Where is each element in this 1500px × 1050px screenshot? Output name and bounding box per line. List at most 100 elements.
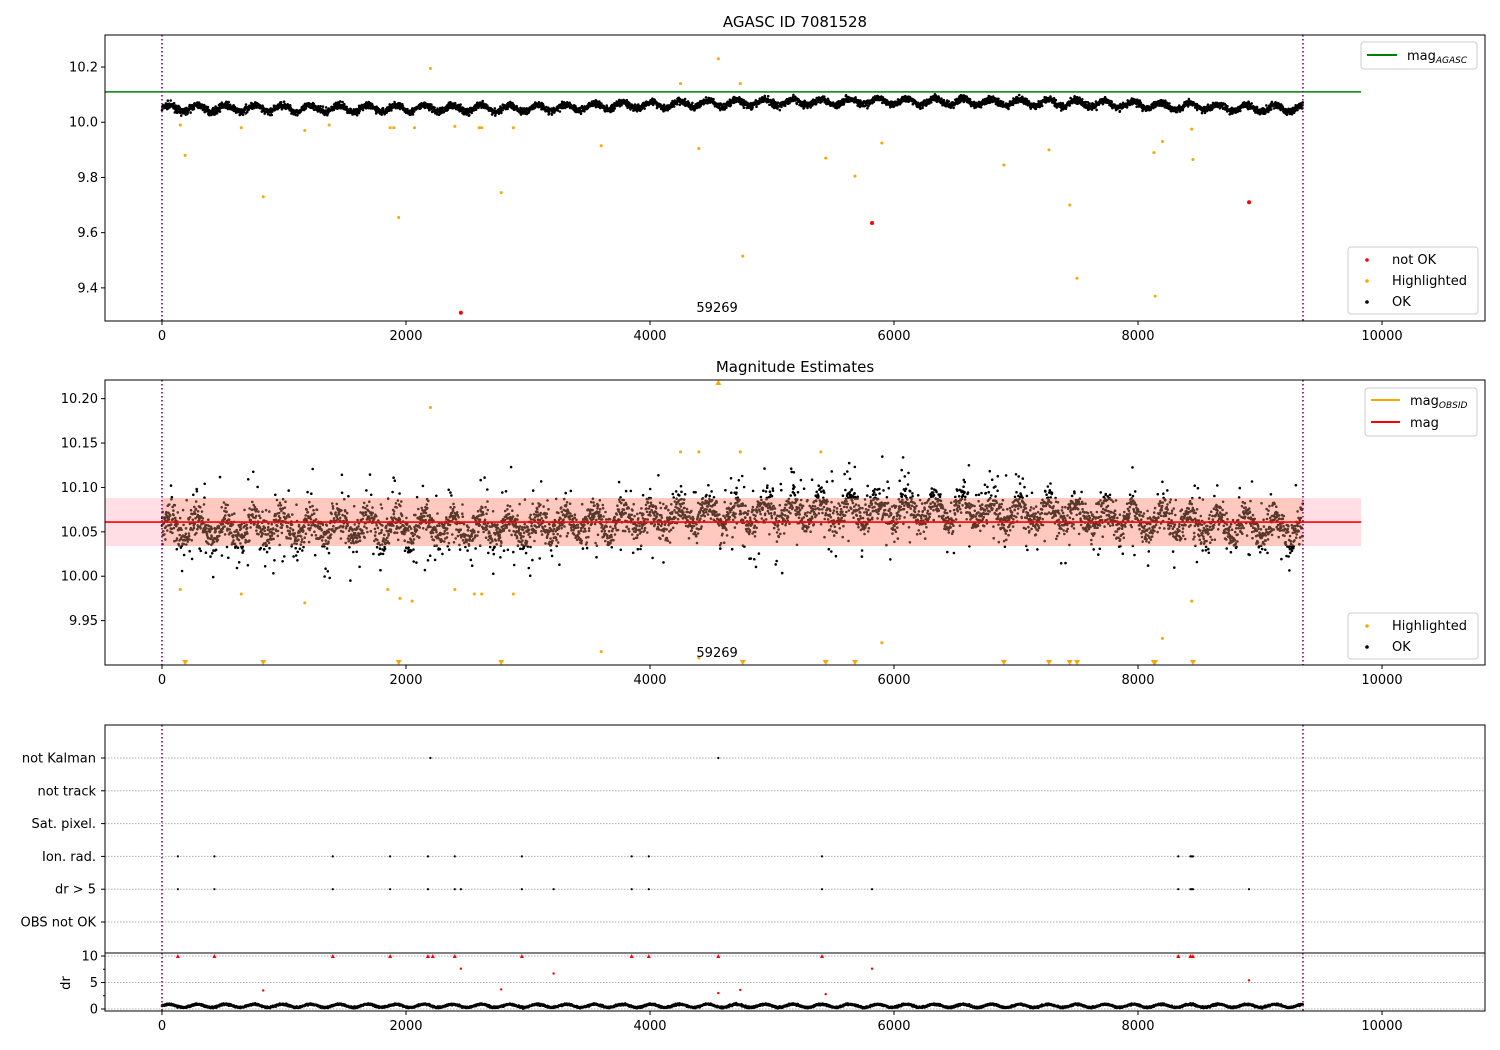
- y-tick-label: 10.05: [61, 525, 98, 540]
- x-tick-label: 4000: [633, 1019, 666, 1034]
- highlighted-point: [1190, 599, 1194, 603]
- y-tick-label: 10.20: [61, 392, 98, 407]
- dr-point: [499, 988, 503, 991]
- y-tick-label: 10.10: [61, 481, 98, 496]
- highlighted-point: [398, 596, 402, 600]
- flag-point: [630, 855, 633, 858]
- highlighted-point: [261, 195, 265, 199]
- panel-agasc: AGASC ID 7081528 59269 0 2000 4000 6000 8000 10…: [69, 13, 1486, 344]
- panel-dr: 0 2000 4000 6000 8000 10000 0 5 10 dr: [59, 950, 1486, 1034]
- below-range-marker: [1000, 660, 1007, 665]
- not-ok-point: [870, 220, 875, 225]
- highlighted-point: [499, 191, 503, 195]
- highlighted-point: [1068, 203, 1072, 207]
- dr-point: [262, 989, 265, 992]
- plot-area: 59269: [105, 380, 1362, 665]
- flag-point: [389, 888, 392, 891]
- highlighted-point: [178, 588, 182, 592]
- legend-label: not OK: [1392, 253, 1437, 268]
- highlighted-point: [1075, 276, 1079, 280]
- y-tick-label: 10.15: [61, 437, 98, 452]
- highlighted-point: [880, 141, 884, 145]
- legend-text: mag: [1410, 394, 1439, 409]
- highlighted-point: [697, 146, 701, 150]
- flag-point: [1191, 888, 1195, 891]
- x-tick-label: 8000: [1121, 329, 1154, 344]
- highlighted-point: [716, 57, 720, 61]
- highlighted-point: [1153, 294, 1157, 298]
- y-tick-label: 9.8: [77, 171, 98, 186]
- flag-label: dr > 5: [55, 883, 96, 898]
- dr-clipped-marker: [452, 954, 457, 959]
- highlighted-point: [327, 123, 331, 127]
- highlighted-point: [239, 592, 243, 596]
- y-tick-label: 5: [90, 976, 98, 991]
- highlighted-point: [697, 656, 701, 660]
- y-tick-label: 9.4: [77, 281, 98, 296]
- highlighted-point: [480, 126, 484, 130]
- legend-subscript: AGASC: [1435, 56, 1468, 66]
- flag-label: not Kalman: [22, 752, 96, 767]
- x-tick-label: 6000: [877, 1019, 910, 1034]
- legend-box: [1347, 612, 1479, 660]
- axes4-frame: [104, 952, 1486, 1012]
- legend-box: [1360, 41, 1478, 70]
- flag-point: [459, 888, 462, 891]
- legend-label: OK: [1392, 640, 1411, 655]
- x-tick-label: 10000: [1361, 673, 1402, 688]
- highlighted-point: [453, 124, 457, 128]
- below-range-marker: [1189, 660, 1196, 665]
- flag-point: [1247, 888, 1251, 891]
- below-range-marker: [851, 660, 858, 665]
- highlighted-point: [303, 129, 307, 133]
- legend-label: magOBSID: [1410, 394, 1468, 411]
- dr-clipped-marker: [425, 954, 430, 959]
- highlighted-point: [738, 450, 742, 454]
- highlighted-point: [1152, 151, 1156, 155]
- highlighted-point: [178, 123, 182, 127]
- flag-point: [426, 855, 430, 858]
- x-tick-label: 8000: [1121, 1019, 1154, 1034]
- highlighted-point: [1191, 158, 1195, 162]
- legend-marker: [1365, 300, 1369, 304]
- flag-label: Ion. rad.: [42, 850, 96, 865]
- highlighted-point: [183, 153, 187, 157]
- legend-box: [1347, 246, 1479, 315]
- below-range-marker: [1045, 660, 1052, 665]
- flag-point: [630, 888, 633, 891]
- flag-point: [647, 888, 650, 891]
- above-range-marker: [715, 380, 722, 385]
- below-range-marker: [739, 660, 746, 665]
- dr-point: [870, 967, 874, 970]
- below-range-marker: [395, 660, 402, 665]
- dr-clipped-marker: [1176, 954, 1181, 959]
- flag-point: [1191, 855, 1195, 858]
- flag-point: [552, 888, 555, 891]
- flag-point: [426, 888, 430, 891]
- flag-point: [717, 756, 720, 760]
- annotation-label: 59269: [696, 301, 737, 316]
- flag-label: Sat. pixel.: [32, 817, 96, 832]
- x-tick-label: 0: [158, 1019, 166, 1034]
- highlighted-point: [392, 126, 396, 130]
- y-tick-label: 10: [81, 950, 98, 965]
- legend-marker: [1365, 258, 1369, 262]
- highlighted-point: [741, 254, 745, 258]
- flag-point: [453, 888, 456, 891]
- x-tick-label: 10000: [1361, 1019, 1402, 1034]
- chart-title: Magnitude Estimates: [716, 358, 874, 376]
- x-tick-label: 10000: [1361, 329, 1402, 344]
- highlighted-point: [1047, 148, 1051, 152]
- flag-point: [213, 888, 216, 891]
- flag-point: [647, 855, 650, 858]
- highlighted-point: [386, 588, 390, 592]
- ok-points: [160, 93, 1304, 117]
- highlighted-point: [1190, 127, 1194, 131]
- dr-clipped-marker: [519, 954, 524, 959]
- below-range-marker: [260, 660, 267, 665]
- y-tick-label: 9.6: [77, 226, 98, 241]
- y-tick-label: 10.00: [61, 570, 98, 585]
- highlighted-point: [472, 592, 476, 596]
- dr-clipped-marker: [430, 954, 435, 959]
- below-range-marker: [1066, 660, 1073, 665]
